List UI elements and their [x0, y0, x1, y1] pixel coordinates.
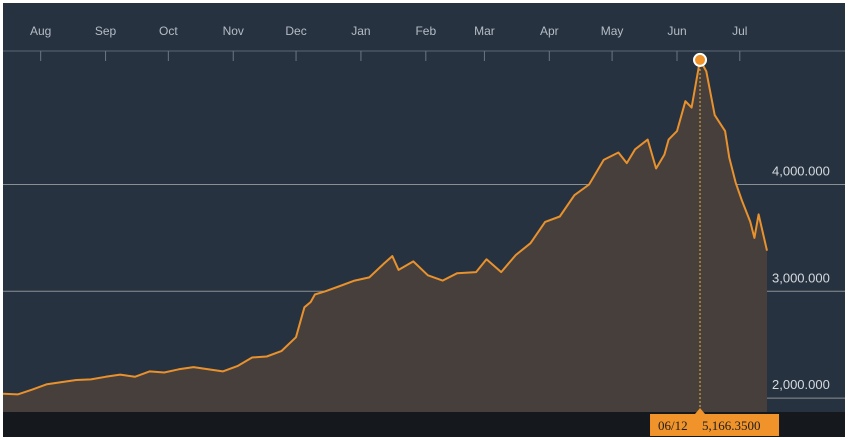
y-tick-label: 3,000.000	[772, 270, 830, 285]
month-label: Mar	[474, 24, 495, 38]
month-label: Dec	[285, 24, 306, 38]
month-labels: Aug Sep Oct Nov Dec Jan Feb Mar Apr May Jun Jul	[30, 24, 747, 38]
tooltip-date: 06/12	[658, 418, 688, 433]
series-line	[3, 59, 768, 396]
month-label: May	[601, 24, 624, 38]
highlight-marker[interactable]	[693, 52, 708, 67]
highlight-layer: 06/12 5,166.3500	[650, 52, 780, 436]
month-label: Sep	[95, 24, 117, 38]
month-label: Jul	[732, 24, 747, 38]
month-label: Nov	[223, 24, 244, 38]
tooltip-value: 5,166.3500	[702, 418, 761, 433]
month-label: Aug	[30, 24, 51, 38]
month-label: Jan	[351, 24, 370, 38]
area-layer	[3, 59, 768, 412]
month-label: Oct	[159, 24, 178, 38]
y-axis-labels: 2,000.000 3,000.000 4,000.000	[772, 164, 830, 393]
month-label: Apr	[540, 24, 559, 38]
month-label: Jun	[667, 24, 686, 38]
series-area	[3, 60, 767, 412]
chart-frame: Aug Sep Oct Nov Dec Jan Feb Mar Apr May Jun Jul 2,0…	[3, 3, 845, 437]
month-label: Feb	[415, 24, 436, 38]
index-chart[interactable]: Aug Sep Oct Nov Dec Jan Feb Mar Apr May Jun Jul 2,0…	[3, 3, 845, 437]
tooltip-box	[650, 414, 780, 436]
x-axis	[3, 50, 845, 61]
tooltip-pointer	[695, 408, 706, 414]
y-tick-label: 2,000.000	[772, 377, 830, 392]
y-tick-label: 4,000.000	[772, 164, 830, 179]
